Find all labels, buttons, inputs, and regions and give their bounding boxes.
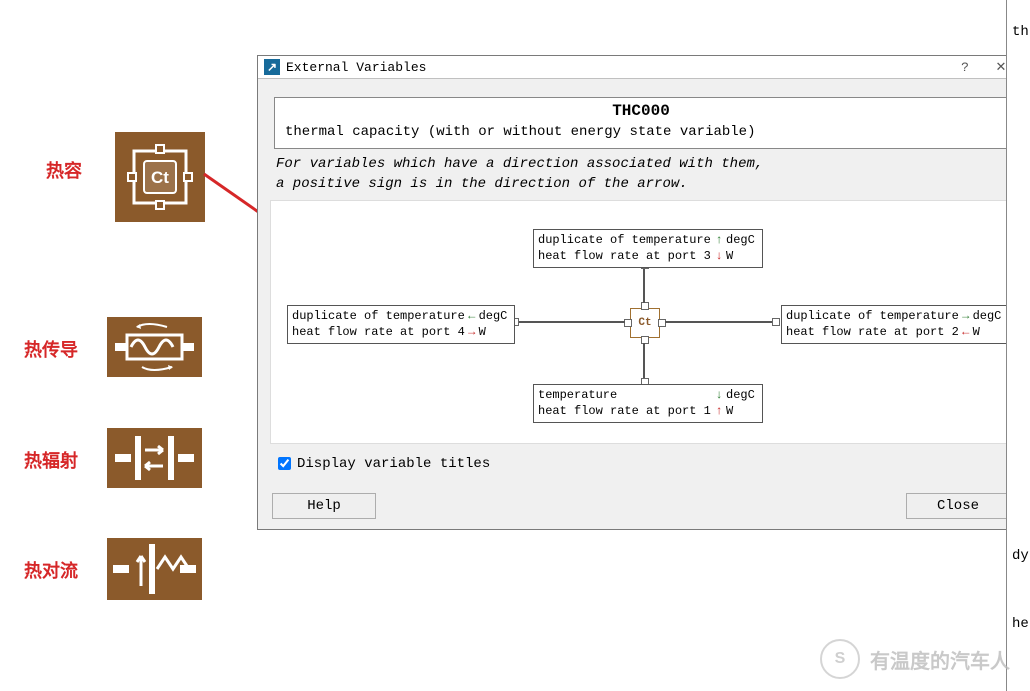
right-arrow-icon: →	[465, 324, 479, 340]
dialog-titlebar[interactable]: ↗ External Variables ? ✕	[258, 56, 1024, 79]
port2-row1-label: duplicate of temperature	[786, 308, 959, 324]
conn-top	[643, 267, 645, 303]
varbox-port1: temperature ↓ degC heat flow rate at por…	[533, 384, 763, 422]
port3-row1-label: duplicate of temperature	[538, 232, 712, 248]
watermark-icon: S	[820, 639, 860, 679]
model-code: THC000	[285, 102, 997, 120]
label-radiation: 热辐射	[24, 447, 78, 473]
port4-row1-unit: degC	[479, 308, 510, 324]
down-arrow-icon: ↓	[712, 387, 726, 403]
port2-row2-label: heat flow rate at port 2	[786, 324, 959, 340]
app-icon: ↗	[264, 59, 280, 75]
display-titles-checkbox[interactable]	[278, 457, 291, 470]
conn-bottom	[643, 343, 645, 379]
icon-radiation	[107, 428, 202, 488]
note-line-1: For variables which have a direction ass…	[276, 155, 1006, 175]
watermark-text: 有温度的汽车人	[870, 645, 1010, 674]
up-arrow-icon: ↑	[712, 403, 726, 419]
ct-node-label: Ct	[638, 317, 651, 329]
background-panel	[1006, 0, 1030, 691]
header-box: THC000 thermal capacity (with or without…	[274, 97, 1008, 149]
port1-row2-unit: W	[726, 403, 758, 419]
icon-heat-capacity: Ct	[115, 132, 205, 222]
varbox-port3: duplicate of temperature ↑ degC heat flo…	[533, 229, 763, 267]
conn-right	[665, 321, 773, 323]
model-description: thermal capacity (with or without energy…	[285, 120, 997, 140]
port3-row2-label: heat flow rate at port 3	[538, 248, 712, 264]
display-titles-row: Display variable titles	[274, 454, 1008, 473]
left-arrow-icon: ←	[465, 308, 479, 324]
port4-row1-label: duplicate of temperature	[292, 308, 465, 324]
side-text-he: he	[1012, 616, 1029, 632]
port3-row1-unit: degC	[726, 232, 758, 248]
port4-row2-unit: W	[479, 324, 510, 340]
label-conduction: 热传导	[24, 336, 78, 362]
close-button[interactable]: Close	[906, 493, 1010, 519]
display-titles-label: Display variable titles	[297, 456, 490, 472]
port1-row1-label: temperature	[538, 387, 712, 403]
down-arrow-icon: ↓	[712, 248, 726, 264]
port-right-end	[772, 318, 780, 326]
port1-row1-unit: degC	[726, 387, 758, 403]
direction-note: For variables which have a direction ass…	[276, 155, 1006, 194]
port3-row2-unit: W	[726, 248, 758, 264]
dialog-title: External Variables	[286, 60, 426, 75]
varbox-port2: duplicate of temperature → degC heat flo…	[781, 305, 1009, 343]
port2-row2-unit: W	[973, 324, 1004, 340]
ct-port-top	[641, 302, 649, 310]
help-button[interactable]: Help	[272, 493, 376, 519]
ct-port-left	[624, 319, 632, 327]
conn-left	[517, 321, 625, 323]
note-line-2: a positive sign is in the direction of t…	[276, 175, 1006, 195]
side-text-dy: dy	[1012, 548, 1029, 564]
icon-convection	[107, 538, 202, 600]
external-variables-dialog: ↗ External Variables ? ✕ THC000 thermal …	[257, 55, 1025, 530]
ct-node: Ct	[630, 308, 660, 338]
left-arrow-icon: ←	[959, 324, 973, 340]
icon-conduction	[107, 317, 202, 377]
port2-row1-unit: degC	[973, 308, 1004, 324]
right-arrow-icon: →	[959, 308, 973, 324]
label-heat-capacity: 热容	[46, 157, 82, 183]
diagram-area: Ct duplicate of temperature ↑ degC heat …	[270, 200, 1012, 444]
watermark: S 有温度的汽车人	[820, 639, 1010, 679]
side-text-th: th	[1012, 24, 1029, 40]
up-arrow-icon: ↑	[712, 232, 726, 248]
port4-row2-label: heat flow rate at port 4	[292, 324, 465, 340]
help-icon[interactable]: ?	[948, 59, 982, 75]
port1-row2-label: heat flow rate at port 1	[538, 403, 712, 419]
label-convection: 热对流	[24, 557, 78, 583]
svg-text:Ct: Ct	[151, 168, 169, 187]
varbox-port4: duplicate of temperature ← degC heat flo…	[287, 305, 515, 343]
